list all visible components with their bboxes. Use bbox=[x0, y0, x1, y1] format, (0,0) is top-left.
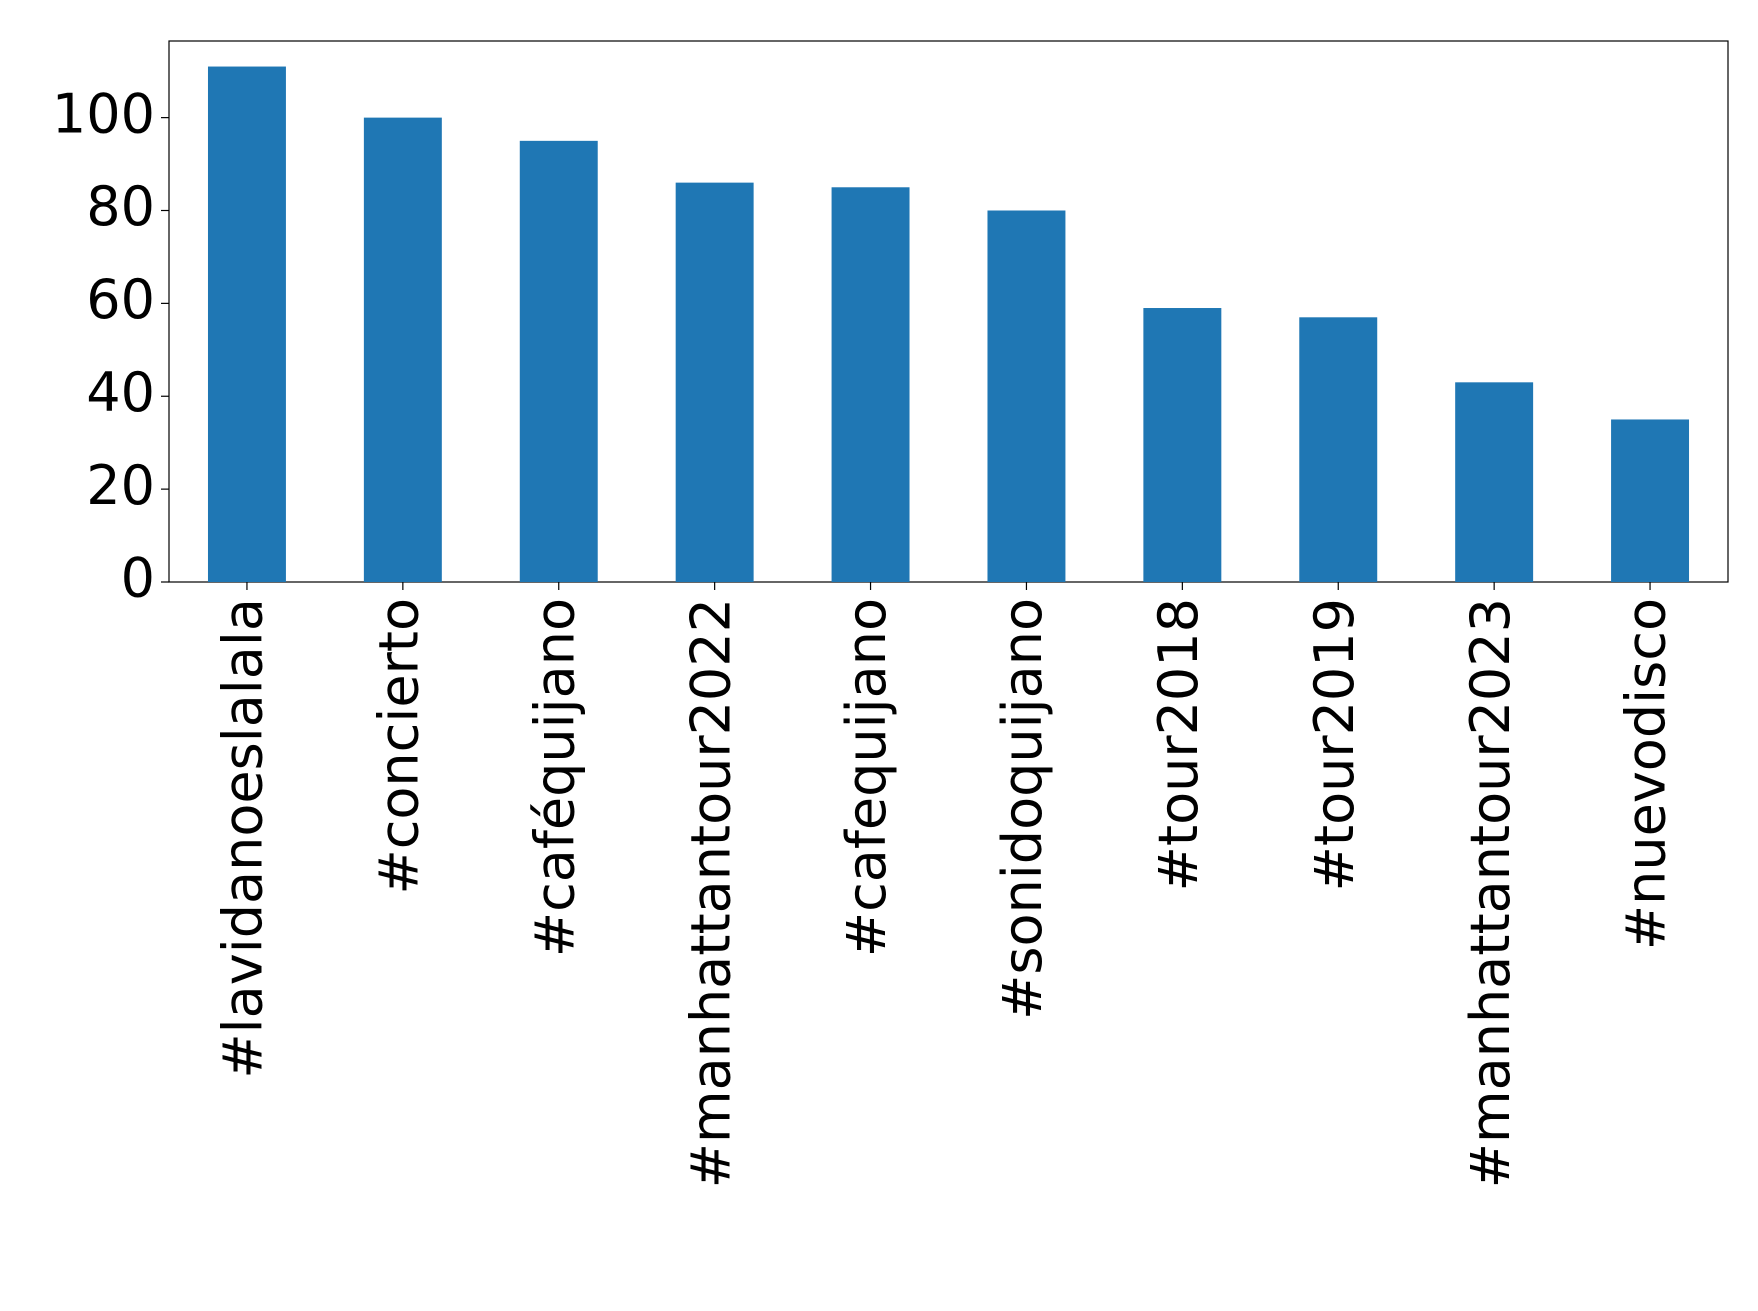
y-tick-label: 80 bbox=[86, 175, 155, 238]
y-tick-label: 100 bbox=[52, 82, 155, 145]
x-tick-label: #cafequijano bbox=[835, 598, 898, 957]
bar bbox=[987, 210, 1066, 582]
y-tick-label: 0 bbox=[121, 547, 155, 610]
x-tick-label: #tour2018 bbox=[1147, 598, 1210, 891]
x-tick-label: #sonidoquijano bbox=[991, 598, 1054, 1020]
x-tick-label: #lavidanoeslalala bbox=[212, 598, 275, 1079]
x-tick-label: #caféquijano bbox=[523, 598, 586, 957]
x-tick-label: #nuevodisco bbox=[1615, 598, 1678, 950]
bar bbox=[831, 187, 910, 582]
y-tick-label: 60 bbox=[86, 268, 155, 331]
bar bbox=[1299, 317, 1378, 582]
x-tick-label: #concierto bbox=[367, 598, 430, 895]
bar bbox=[1143, 308, 1222, 582]
plot-frame bbox=[168, 40, 1729, 583]
x-tick-label: #manhattantour2023 bbox=[1459, 598, 1522, 1188]
bar bbox=[363, 117, 442, 582]
bar bbox=[675, 182, 754, 582]
y-tick-label: 20 bbox=[86, 454, 155, 517]
bar bbox=[207, 66, 286, 582]
bar bbox=[1611, 419, 1690, 582]
bar bbox=[519, 140, 598, 583]
x-tick-label: #manhattantour2022 bbox=[679, 598, 742, 1188]
y-tick-label: 40 bbox=[86, 361, 155, 424]
bar bbox=[1455, 382, 1534, 582]
x-tick-label: #tour2019 bbox=[1303, 598, 1366, 891]
